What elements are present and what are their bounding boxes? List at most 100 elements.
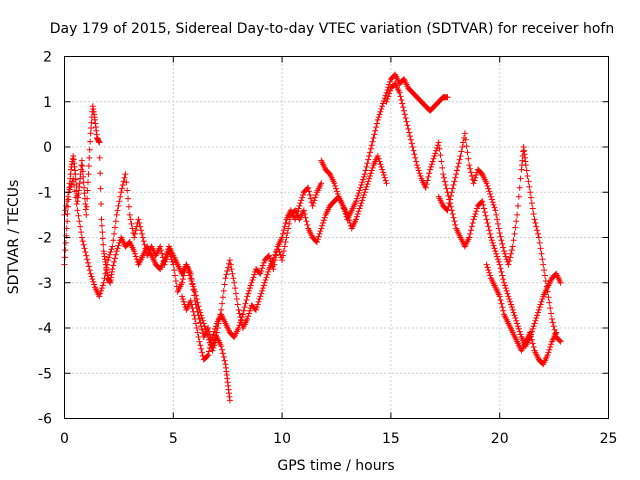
- x-tick-label: 5: [169, 431, 178, 447]
- data-point: [510, 309, 517, 316]
- data-point: [132, 250, 139, 257]
- data-point: [379, 103, 386, 110]
- data-point: [528, 336, 535, 343]
- data-point: [295, 205, 302, 212]
- data-point: [357, 202, 364, 209]
- data-point: [452, 221, 459, 228]
- data-point: [98, 287, 105, 294]
- data-point: [435, 139, 442, 146]
- data-point: [129, 225, 136, 232]
- data-point: [127, 216, 134, 223]
- data-point: [375, 155, 382, 162]
- data-point: [64, 198, 71, 205]
- data-point: [282, 239, 289, 246]
- data-point: [231, 279, 238, 286]
- data-point: [449, 185, 456, 192]
- data-point: [513, 317, 520, 324]
- data-point: [62, 207, 69, 214]
- data-point: [159, 254, 166, 261]
- data-point: [355, 208, 362, 215]
- data-point: [522, 162, 529, 169]
- data-point: [493, 211, 500, 218]
- data-point: [514, 202, 521, 209]
- data-point: [492, 248, 499, 255]
- data-point: [516, 184, 523, 191]
- data-point: [353, 213, 360, 220]
- data-point: [99, 282, 106, 289]
- data-point: [530, 344, 537, 351]
- data-point: [109, 266, 116, 273]
- data-point: [531, 216, 538, 223]
- data-point: [187, 297, 194, 304]
- data-point: [534, 230, 541, 237]
- data-point: [300, 207, 307, 214]
- data-point: [498, 237, 505, 244]
- data-point: [440, 174, 447, 181]
- data-point: [131, 248, 138, 255]
- data-point: [490, 201, 497, 208]
- data-point: [470, 216, 477, 223]
- data-point: [377, 108, 384, 115]
- data-point: [494, 220, 501, 227]
- data-point: [333, 185, 340, 192]
- data-point: [207, 341, 214, 348]
- data-point: [140, 238, 147, 245]
- data-point: [253, 304, 260, 311]
- data-point: [408, 140, 415, 147]
- data-point: [469, 220, 476, 227]
- data-point: [496, 293, 503, 300]
- data-point: [454, 167, 461, 174]
- data-point: [319, 222, 326, 229]
- data-point: [237, 319, 244, 326]
- data-point: [259, 265, 266, 272]
- data-point: [380, 97, 387, 104]
- data-point: [367, 145, 374, 152]
- data-point: [71, 188, 78, 195]
- data-point: [353, 216, 360, 223]
- data-point: [365, 178, 372, 185]
- data-point: [451, 218, 458, 225]
- data-point: [286, 220, 293, 227]
- data-point: [485, 185, 492, 192]
- data-point: [246, 285, 253, 292]
- data-point: [534, 227, 541, 234]
- data-point: [485, 223, 492, 230]
- data-point: [206, 344, 213, 351]
- data-point: [64, 210, 71, 217]
- data-point: [543, 283, 550, 290]
- data-point: [507, 254, 514, 261]
- data-point: [258, 290, 265, 297]
- data-point: [490, 242, 497, 249]
- data-point: [458, 148, 465, 155]
- data-point: [72, 171, 79, 178]
- data-point: [243, 296, 250, 303]
- chart-title: Day 179 of 2015, Sidereal Day-to-day VTE…: [50, 21, 614, 37]
- data-point: [83, 252, 90, 259]
- data-point: [125, 195, 132, 202]
- data-point: [457, 153, 464, 160]
- data-point: [78, 157, 85, 164]
- data-point: [387, 87, 394, 94]
- data-point: [532, 220, 539, 227]
- data-point: [166, 250, 173, 257]
- data-point: [498, 300, 505, 307]
- data-point: [141, 241, 148, 248]
- data-point: [359, 179, 366, 186]
- data-point: [368, 167, 375, 174]
- data-point: [259, 285, 266, 292]
- data-point: [193, 325, 200, 331]
- data-point: [219, 346, 226, 353]
- data-point: [455, 160, 462, 167]
- data-point: [302, 214, 309, 221]
- data-point: [380, 169, 387, 176]
- data-point: [364, 160, 371, 167]
- data-point: [377, 161, 384, 168]
- data-point: [264, 271, 271, 278]
- data-point: [406, 129, 413, 136]
- data-point: [367, 172, 374, 179]
- x-tick-label: 25: [600, 431, 618, 447]
- data-point: [229, 270, 236, 277]
- data-point: [197, 342, 204, 349]
- data-point: [378, 105, 385, 112]
- data-point: [508, 301, 515, 308]
